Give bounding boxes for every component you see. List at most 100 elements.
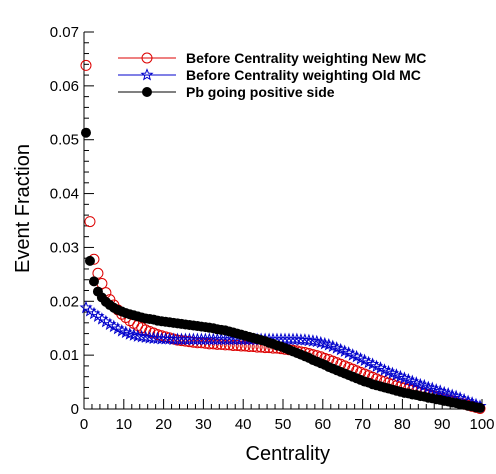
x-tick-label: 20	[155, 416, 172, 433]
data-point	[223, 339, 235, 351]
data-point	[107, 319, 121, 333]
data-point	[433, 384, 447, 397]
legend-item: Before Centrality weighting New MC	[118, 50, 426, 66]
data-point	[401, 372, 415, 386]
data-point	[421, 380, 435, 394]
data-point	[350, 349, 364, 363]
series-2	[79, 300, 487, 412]
data-point	[219, 339, 231, 351]
y-tick-label: 0.01	[50, 347, 79, 364]
data-point	[306, 334, 320, 347]
data-point	[123, 327, 137, 340]
data-point	[302, 333, 316, 347]
data-point	[425, 381, 439, 395]
data-point	[111, 321, 125, 335]
x-axis-label: Centrality	[246, 443, 330, 465]
y-tick-label: 0.05	[50, 132, 79, 149]
data-point	[294, 333, 308, 346]
legend-label: Before Centrality weighting New MC	[186, 50, 426, 66]
data-point	[334, 342, 348, 356]
x-tick-label: 80	[394, 416, 411, 433]
data-point	[135, 329, 149, 343]
data-point	[314, 335, 328, 349]
data-point	[286, 332, 300, 346]
data-point	[231, 339, 243, 351]
data-point	[326, 339, 340, 353]
data-point	[87, 306, 101, 320]
data-point	[441, 386, 455, 400]
data-point	[91, 309, 105, 322]
data-point	[385, 366, 400, 380]
data-point	[373, 361, 388, 374]
data-point	[361, 355, 376, 369]
data-point	[235, 340, 247, 352]
data-point	[475, 402, 486, 413]
data-point	[88, 276, 99, 287]
data-point	[103, 317, 117, 331]
legend-item: Before Centrality weighting Old MC	[118, 67, 421, 83]
data-point	[437, 385, 451, 399]
data-point	[298, 333, 312, 346]
data-point	[369, 359, 384, 373]
data-point	[338, 344, 352, 357]
data-point	[139, 330, 153, 343]
x-tick-label: 30	[195, 416, 212, 433]
data-point	[346, 348, 360, 361]
x-tick-label: 0	[80, 416, 88, 433]
legend-label: Before Centrality weighting Old MC	[186, 67, 421, 83]
data-point	[413, 377, 427, 391]
legend-marker	[142, 87, 152, 97]
data-point	[381, 364, 396, 378]
data-point	[80, 59, 92, 71]
data-point	[318, 336, 332, 350]
data-point	[159, 332, 173, 345]
y-tick-label: 0.06	[50, 78, 79, 95]
data-point	[147, 331, 161, 345]
y-tick-label: 0.04	[50, 186, 79, 203]
y-tick-label: 0.02	[50, 293, 79, 310]
data-point	[322, 337, 336, 351]
data-point	[290, 332, 304, 346]
x-tick-label: 40	[235, 416, 252, 433]
series-3	[80, 127, 486, 413]
data-point	[80, 127, 91, 138]
data-point	[377, 363, 392, 376]
data-point	[151, 331, 165, 345]
x-tick-label: 90	[434, 416, 451, 433]
data-point	[389, 368, 404, 381]
y-tick-label: 0.03	[50, 239, 79, 256]
data-point	[162, 332, 177, 345]
x-tick-label: 70	[354, 416, 371, 433]
data-point	[365, 357, 380, 370]
data-point	[409, 376, 423, 389]
data-point	[92, 267, 104, 279]
data-point	[115, 323, 129, 337]
data-point	[393, 369, 407, 383]
series-1	[80, 59, 486, 414]
data-point	[176, 335, 188, 347]
y-tick-label: 0	[71, 401, 79, 418]
data-point	[239, 340, 251, 352]
data-point	[330, 341, 344, 354]
data-point	[84, 216, 96, 228]
data-point	[119, 325, 133, 339]
legend-marker	[141, 52, 153, 64]
legend: Before Centrality weighting New MCBefore…	[118, 50, 426, 100]
data-point	[429, 383, 443, 396]
series-layer	[79, 59, 487, 414]
y-tick-label: 0.07	[50, 24, 79, 41]
data-point	[397, 371, 411, 384]
legend-marker	[140, 68, 154, 81]
data-point	[127, 328, 141, 341]
data-point	[84, 255, 95, 266]
data-point	[143, 330, 157, 344]
data-point	[227, 339, 239, 351]
x-tick-label: 10	[115, 416, 132, 433]
data-point	[354, 351, 368, 365]
y-ticks: 0 0.01 0.02 0.03 0.04 0.05 0.06 0.07	[50, 24, 94, 418]
data-point	[131, 329, 145, 342]
legend-item: Pb going positive side	[118, 84, 335, 100]
data-point	[417, 378, 431, 392]
x-tick-label: 50	[275, 416, 292, 433]
